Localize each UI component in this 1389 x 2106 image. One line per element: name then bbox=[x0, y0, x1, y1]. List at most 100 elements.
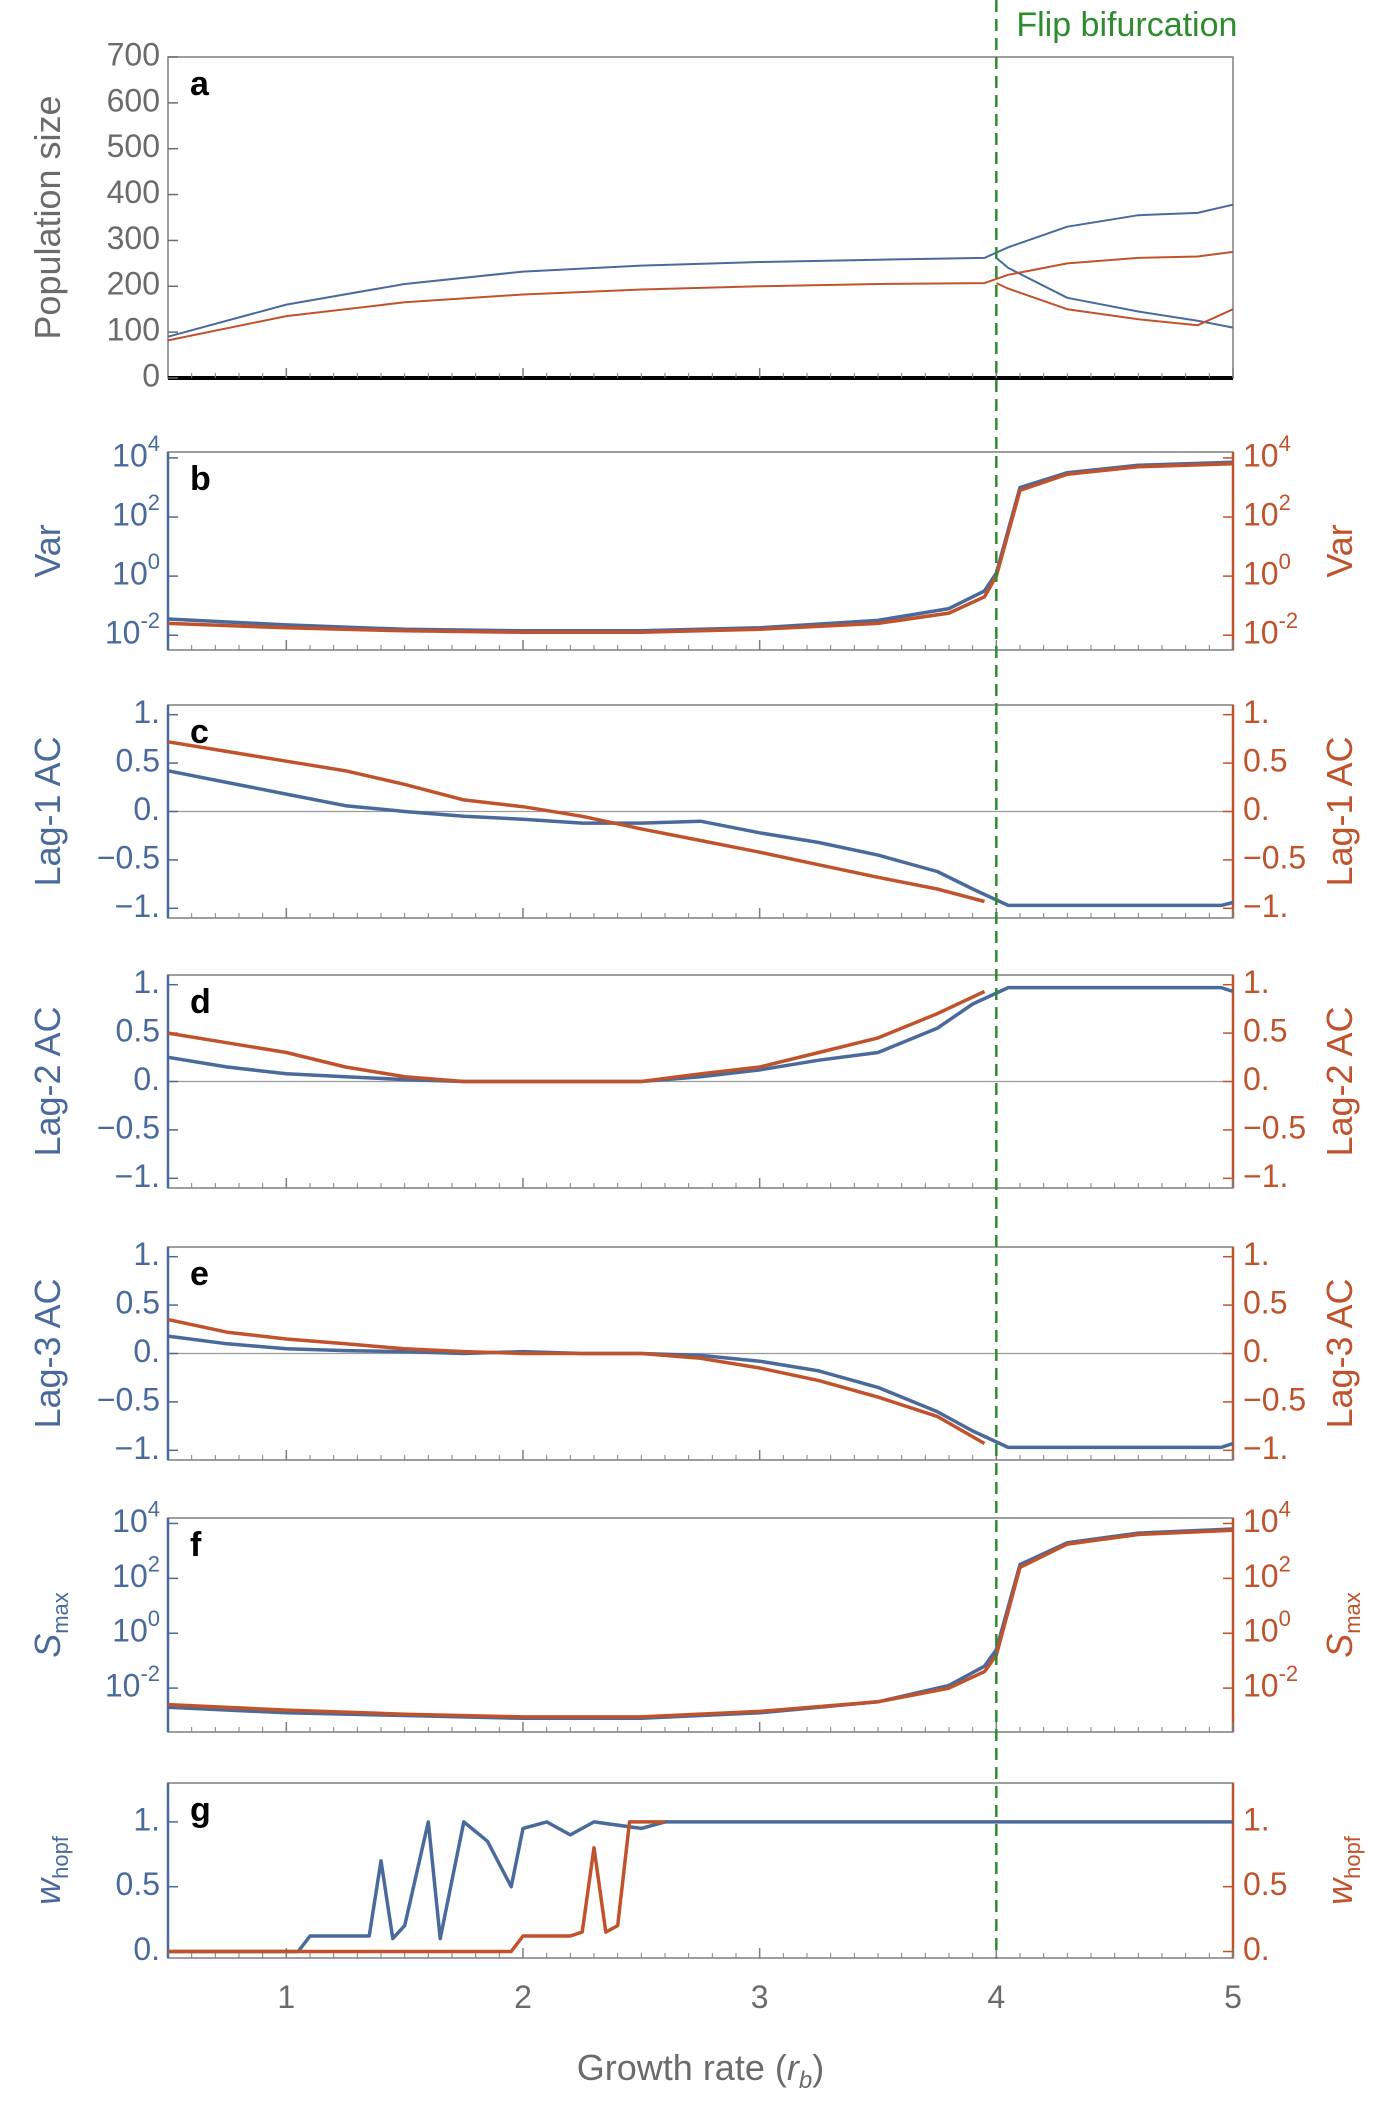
y-tick-label: 100 bbox=[112, 1606, 160, 1649]
series-line-orange-1 bbox=[167, 1317, 986, 1446]
y-tick-label: 102 bbox=[112, 1551, 160, 1594]
series-line-blue-0 bbox=[167, 985, 1234, 1084]
series-line-orange-1 bbox=[168, 1820, 665, 1954]
right-y-tick-label: 104 bbox=[1243, 1496, 1291, 1539]
y-tick-label: 1. bbox=[133, 1236, 160, 1272]
y-axis-label: Lag-2 AC bbox=[27, 1006, 68, 1156]
panel-g: 0. 0. 0.5 0.5 1. 1. g whopf whopf bbox=[27, 1782, 1365, 1967]
y-tick-label: 10-2 bbox=[105, 1661, 160, 1704]
y-tick-label: −0.5 bbox=[97, 1381, 160, 1417]
panel-letter: a bbox=[190, 65, 210, 103]
right-y-tick-label: 104 bbox=[1243, 431, 1291, 474]
right-y-tick-label: 100 bbox=[1243, 549, 1291, 592]
series-line-orange-1 bbox=[167, 989, 986, 1084]
y-tick-label: 500 bbox=[107, 128, 160, 164]
x-tick-label: 3 bbox=[751, 1979, 769, 2015]
y-tick-label: −1. bbox=[115, 1430, 160, 1466]
right-y-axis-label: whopf bbox=[1319, 1835, 1365, 1905]
panel-f: 10-2 10-2 100 100 102 102 104 104 f Smax Smax bbox=[27, 1496, 1365, 1733]
right-y-tick-label: 102 bbox=[1243, 490, 1291, 533]
y-tick-label: 100 bbox=[107, 312, 160, 348]
y-tick-label: −0.5 bbox=[97, 1109, 160, 1145]
y-tick-label: 0.5 bbox=[116, 1013, 160, 1049]
right-y-axis-label: Var bbox=[1319, 524, 1360, 577]
plot-frame bbox=[167, 451, 1234, 651]
right-y-tick-label: 102 bbox=[1243, 1551, 1291, 1594]
y-tick-label: 400 bbox=[107, 174, 160, 210]
x-axis-label: Growth rate (rb) bbox=[577, 2047, 824, 2094]
y-tick-label: 1. bbox=[133, 694, 160, 730]
y-axis-label: whopf bbox=[27, 1835, 73, 1905]
y-axis-label: Smax bbox=[27, 1592, 73, 1658]
right-y-tick-label: 0. bbox=[1243, 1333, 1270, 1369]
right-y-tick-label: 0.5 bbox=[1243, 1866, 1287, 1902]
x-tick-labels: 1 2 3 4 5 bbox=[277, 1979, 1241, 2015]
plot-frame bbox=[167, 56, 1234, 379]
right-y-tick-label: −1. bbox=[1243, 1430, 1288, 1466]
right-y-tick-label: 0.5 bbox=[1243, 1013, 1287, 1049]
series-line-orange-1 bbox=[167, 740, 985, 904]
series-line-blue-0 bbox=[167, 460, 1234, 633]
y-tick-label: 0.5 bbox=[116, 1285, 160, 1321]
panel-d: −1. −1. −0.5 −0.5 0. 0. 0.5 0.5 1. 1. d Lag-2 AC Lag… bbox=[27, 964, 1360, 1194]
panels-group: 0 100 200 300 400 500 600 700 a Population size 10… bbox=[27, 36, 1365, 1967]
right-y-tick-label: 0.5 bbox=[1243, 1285, 1287, 1321]
panel-a: 0 100 200 300 400 500 600 700 a Population size bbox=[27, 36, 1234, 393]
right-y-tick-label: 0.5 bbox=[1243, 743, 1287, 779]
x-tick-label: 4 bbox=[987, 1979, 1005, 2015]
y-tick-label: 700 bbox=[107, 36, 160, 72]
right-y-tick-label: 100 bbox=[1243, 1606, 1291, 1649]
right-y-tick-label: −1. bbox=[1243, 888, 1288, 924]
right-y-tick-label: 1. bbox=[1243, 1801, 1270, 1837]
x-axis-label-main: Growth rate ( bbox=[577, 2047, 787, 2088]
series-line-orange-1 bbox=[167, 462, 1234, 635]
panel-letter: c bbox=[190, 713, 209, 751]
panel-e: −1. −1. −0.5 −0.5 0. 0. 0.5 0.5 1. 1. e Lag-3 AC Lag… bbox=[27, 1236, 1360, 1466]
right-y-axis-label: Lag-1 AC bbox=[1319, 736, 1360, 886]
y-tick-label: 0. bbox=[133, 1061, 160, 1097]
right-y-axis-label: Lag-2 AC bbox=[1319, 1006, 1360, 1156]
right-y-tick-label: −1. bbox=[1243, 1158, 1288, 1194]
plot-frame bbox=[167, 1782, 1234, 1959]
y-tick-label: −1. bbox=[115, 1158, 160, 1194]
y-tick-label: 1. bbox=[133, 1801, 160, 1837]
right-y-axis-label: Lag-3 AC bbox=[1319, 1278, 1360, 1428]
y-axis-label: Var bbox=[27, 524, 68, 577]
x-axis-label-subscript: b bbox=[799, 2067, 812, 2094]
y-tick-label: 0. bbox=[133, 791, 160, 827]
right-y-tick-label: 0. bbox=[1243, 1931, 1270, 1967]
y-axis-label: Population size bbox=[27, 95, 68, 339]
x-tick-label: 5 bbox=[1224, 1979, 1242, 2015]
x-tick-label: 1 bbox=[277, 1979, 295, 2015]
y-tick-label: 0.5 bbox=[116, 743, 160, 779]
panel-b: 10-2 10-2 100 100 102 102 104 104 b Var Var bbox=[27, 431, 1360, 651]
y-tick-label: −1. bbox=[115, 888, 160, 924]
flip-bifurcation-label: Flip bifurcation bbox=[1016, 6, 1237, 44]
right-y-tick-label: 10-2 bbox=[1243, 608, 1298, 651]
right-y-tick-label: 0. bbox=[1243, 791, 1270, 827]
y-tick-label: 300 bbox=[107, 220, 160, 256]
x-tick-label: 2 bbox=[514, 1979, 532, 2015]
y-tick-label: −0.5 bbox=[97, 839, 160, 875]
panel-letter: e bbox=[190, 1255, 209, 1293]
panel-letter: f bbox=[190, 1526, 202, 1564]
y-tick-label: 104 bbox=[112, 431, 160, 474]
series-line-orange-3 bbox=[995, 282, 1234, 327]
panel-letter: d bbox=[190, 983, 211, 1021]
right-y-tick-label: −0.5 bbox=[1243, 1109, 1306, 1145]
x-axis-label-close: ) bbox=[812, 2047, 824, 2088]
y-tick-label: 104 bbox=[112, 1496, 160, 1539]
series-line-blue-1 bbox=[995, 257, 1234, 329]
series-line-blue-0 bbox=[167, 1527, 1234, 1721]
y-tick-label: 0. bbox=[133, 1931, 160, 1967]
right-y-tick-label: 1. bbox=[1243, 1236, 1270, 1272]
y-axis-label: Lag-1 AC bbox=[27, 736, 68, 886]
y-tick-label: 100 bbox=[112, 549, 160, 592]
right-y-tick-label: −0.5 bbox=[1243, 1381, 1306, 1417]
y-tick-label: 600 bbox=[107, 82, 160, 118]
series-line-blue-0 bbox=[167, 203, 1234, 338]
series-line-blue-0 bbox=[168, 1820, 1233, 1954]
panel-letter: b bbox=[190, 460, 211, 498]
series-line-orange-1 bbox=[167, 1528, 1234, 1719]
